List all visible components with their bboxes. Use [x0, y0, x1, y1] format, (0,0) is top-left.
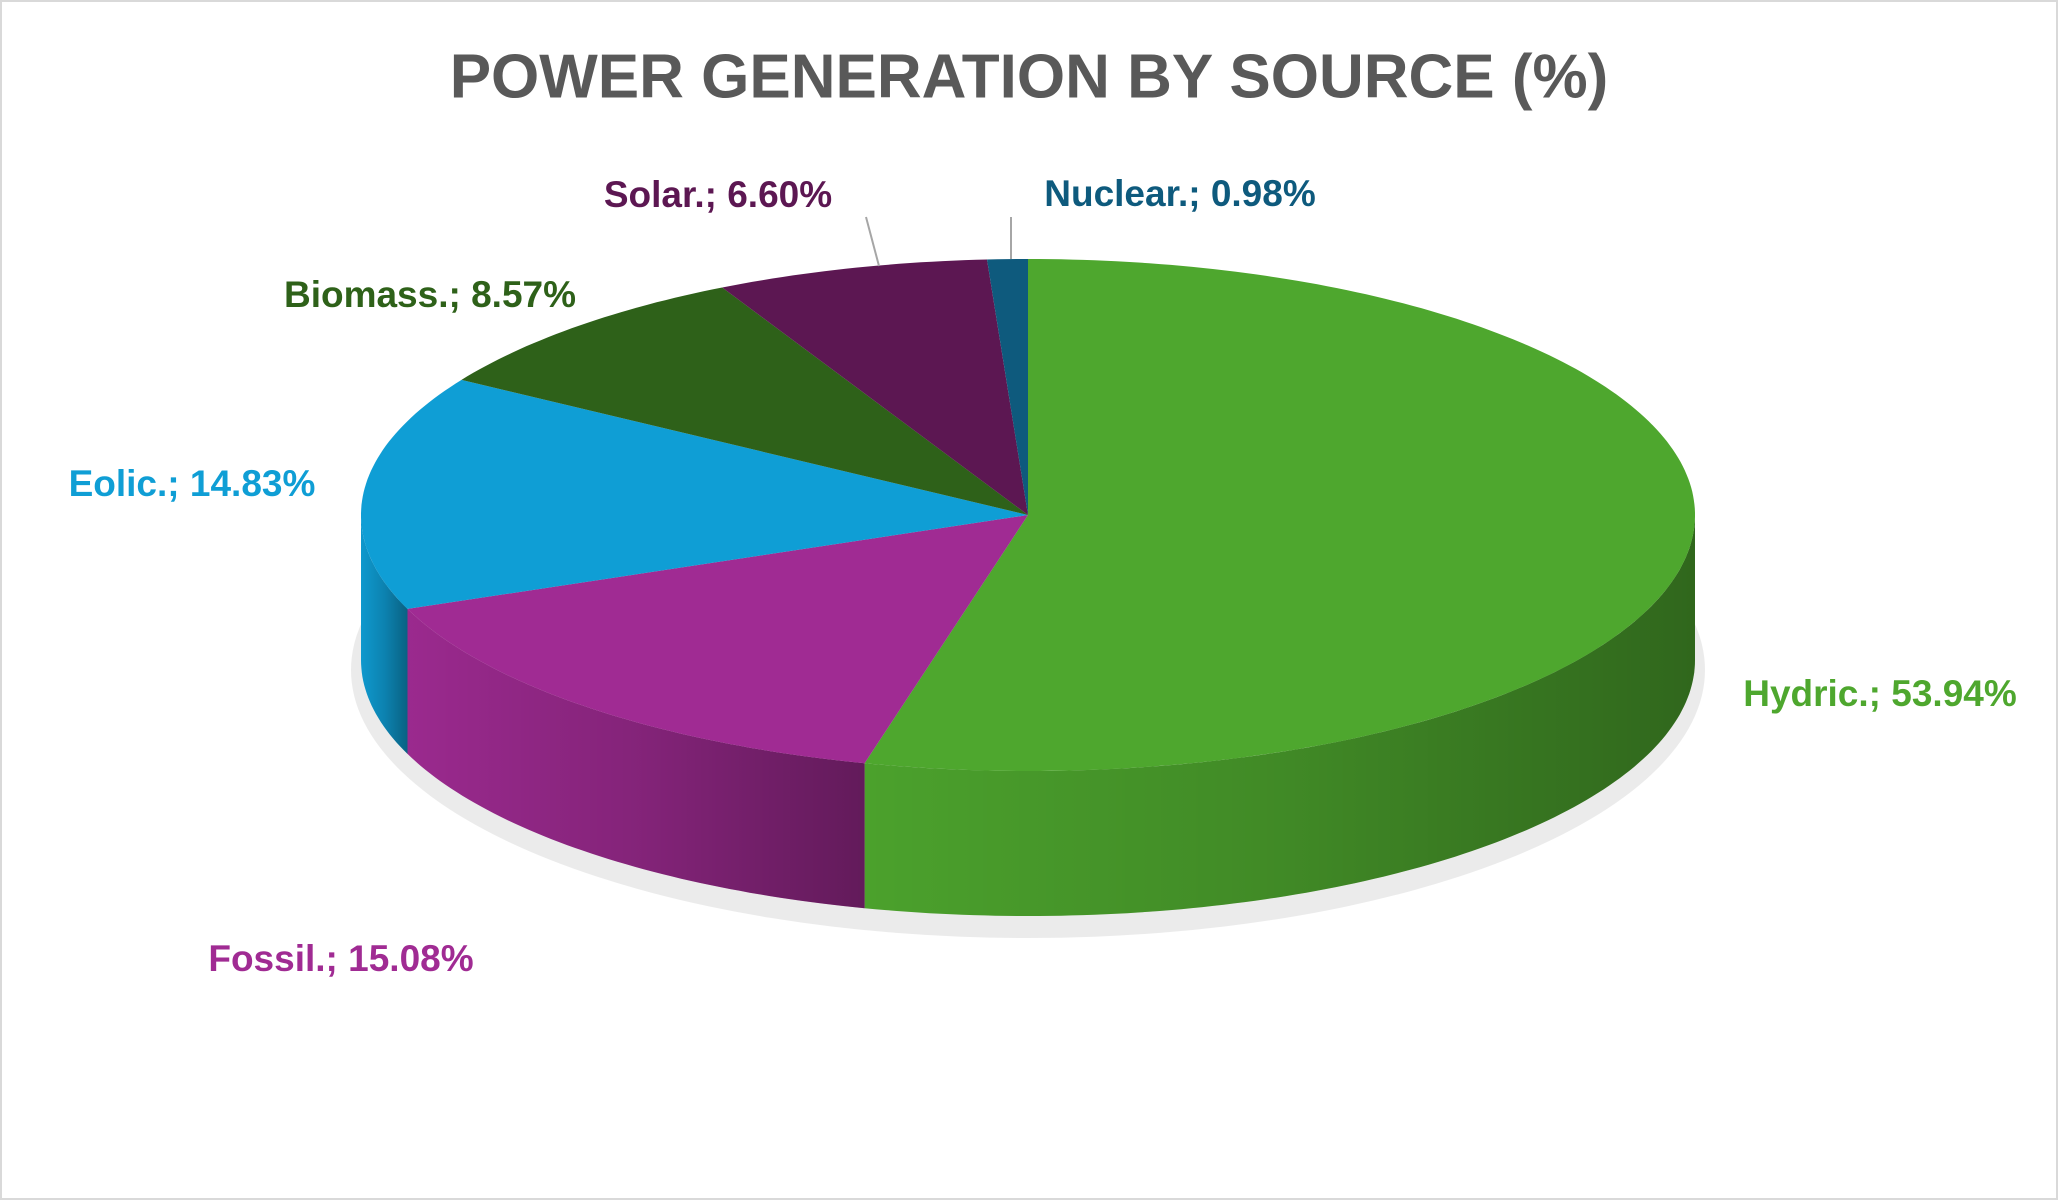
slice — [722, 259, 1028, 515]
data-label: Fossil.; 15.08% — [208, 938, 473, 979]
slice — [461, 287, 1028, 515]
data-label: Biomass.; 8.57% — [284, 274, 576, 315]
data-label: Solar.; 6.60% — [604, 174, 832, 215]
slice-side-shade — [361, 515, 408, 754]
slice — [864, 259, 1695, 771]
data-label: Nuclear.; 0.98% — [1044, 173, 1315, 214]
slice — [987, 259, 1028, 515]
slice — [407, 515, 1028, 764]
data-label: Eolic.; 14.83% — [69, 463, 316, 504]
slice-side-shade — [864, 515, 1695, 916]
slice-side-shade — [407, 608, 865, 909]
chart-title: POWER GENERATION BY SOURCE (%) — [450, 42, 1609, 111]
data-label: Hydric.; 53.94% — [1743, 673, 2017, 714]
slice — [361, 379, 1028, 609]
leader-line — [865, 216, 880, 267]
